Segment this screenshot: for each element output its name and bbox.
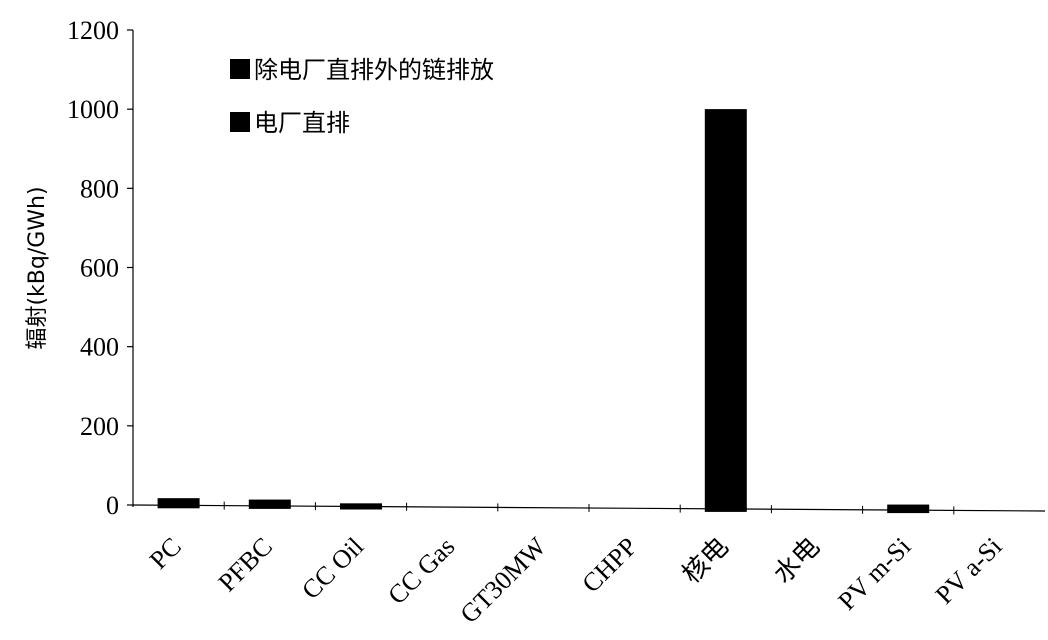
- bar-8: [887, 504, 930, 514]
- y-tick-label: 800: [80, 174, 119, 203]
- x-category-label: CC Oil: [296, 532, 369, 605]
- y-axis: 0 200 400 600 800 1000 1200: [67, 16, 134, 520]
- x-category-label: 水电: [768, 532, 825, 589]
- legend-swatch-0: [230, 59, 250, 79]
- x-category-label: CC Gas: [382, 532, 460, 610]
- bar-2: [340, 503, 382, 510]
- bar-6: [704, 109, 747, 512]
- legend-swatch-1: [230, 112, 250, 132]
- y-tick-label: 0: [106, 491, 119, 520]
- legend-label-0: 除电厂直排外的链排放: [254, 56, 494, 84]
- x-category-label: PV a-Si: [930, 532, 1008, 610]
- x-category-label: PV m-Si: [832, 532, 916, 616]
- y-tick-label: 400: [80, 333, 119, 362]
- x-category-label: PC: [144, 532, 187, 575]
- bars: [157, 109, 930, 514]
- y-axis-title: 辐射(kBq/GWh): [25, 186, 50, 349]
- y-tick-label: 1000: [67, 95, 119, 124]
- bar-0: [157, 498, 200, 509]
- bar-1: [248, 499, 291, 509]
- x-category-label: CHPP: [576, 532, 643, 599]
- y-tick-label: 200: [80, 412, 119, 441]
- x-category-label: GT30MW: [455, 531, 552, 628]
- x-category-label: 核电: [677, 532, 734, 589]
- legend-label-1: 电厂直排: [254, 109, 350, 137]
- x-category-label: PFBC: [213, 532, 278, 597]
- y-tick-label: 600: [80, 254, 119, 283]
- legend: 除电厂直排外的链排放 电厂直排: [230, 56, 494, 137]
- y-tick-label: 1200: [67, 16, 119, 45]
